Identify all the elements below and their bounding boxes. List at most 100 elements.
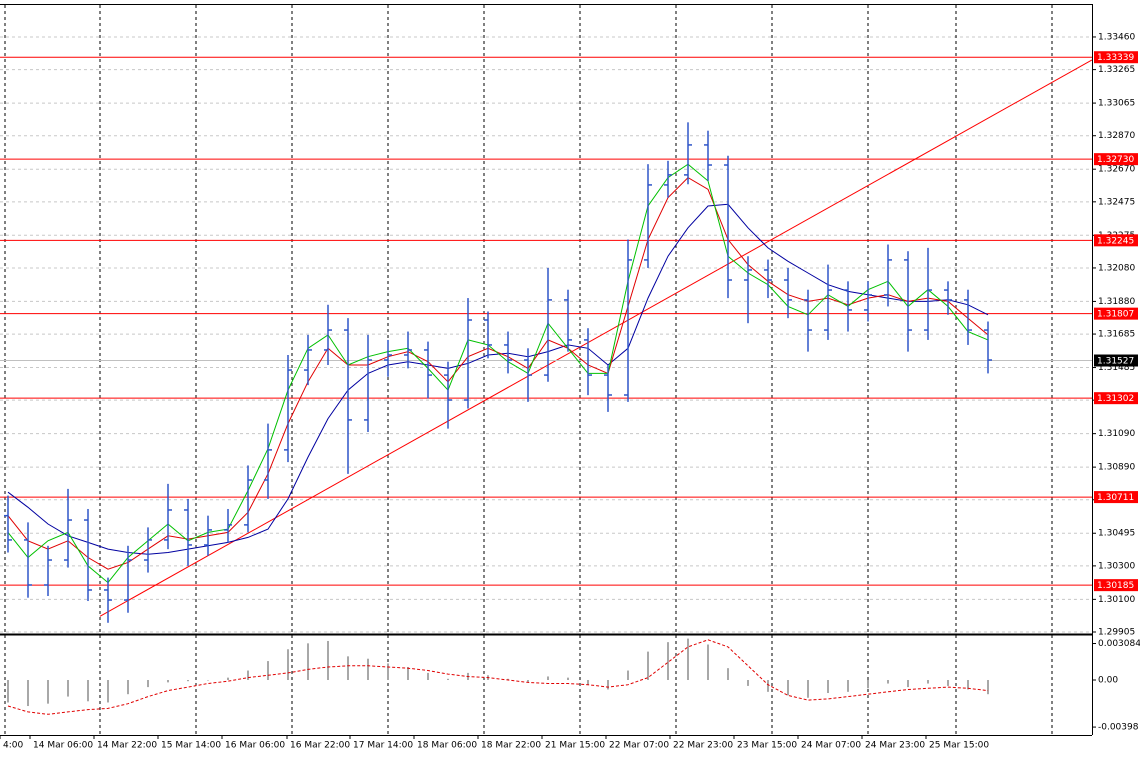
moving-average (7, 163, 989, 584)
level-price-label: 1.33339 (1097, 53, 1134, 63)
y-tick-label: 1.32080 (1098, 263, 1135, 273)
x-tick-label: 21 Mar 15:00 (545, 741, 605, 751)
histogram-bar (507, 678, 509, 680)
histogram-bar (847, 680, 849, 692)
level-price-label: 1.32730 (1097, 155, 1134, 165)
histogram-bar (187, 680, 189, 682)
moving-average (7, 203, 989, 555)
histogram-bar (267, 661, 269, 680)
histogram-bar (447, 678, 449, 680)
histogram-bar (147, 680, 149, 688)
x-tick-label: 14 Mar 22:00 (97, 741, 157, 751)
level-price-label: 1.31807 (1097, 310, 1134, 320)
x-tick-label: 22 Mar 07:00 (609, 741, 669, 751)
y-tick-label: 0.00 (1098, 676, 1118, 686)
histogram-bar (927, 680, 929, 684)
x-tick-label: 16 Mar 22:00 (290, 741, 350, 751)
level-price-label: 1.30185 (1097, 581, 1134, 591)
histogram-bar (227, 677, 229, 680)
y-tick-label: 1.30495 (1098, 529, 1135, 539)
histogram-bar (107, 680, 109, 703)
histogram-bar (367, 658, 369, 680)
histogram-bar (287, 649, 289, 680)
y-tick-label: 1.31090 (1098, 429, 1135, 439)
histogram-bar (527, 680, 529, 683)
histogram-bar (767, 680, 769, 692)
histogram-bar (987, 680, 989, 695)
x-tick-label: 15 Mar 14:00 (161, 741, 221, 751)
trendline (99, 59, 1093, 617)
x-tick-label: 24 Mar 07:00 (801, 741, 861, 751)
histogram-bar (127, 680, 129, 695)
x-tick-label: 17 Mar 14:00 (353, 741, 413, 751)
chart-layer: 1.33460 1.33265 1.33065 1.32870 1.32670 1.324… (0, 5, 1140, 751)
x-tick-label: 22 Mar 23:00 (673, 741, 733, 751)
histogram-bar (567, 677, 569, 680)
histogram-bar (887, 680, 889, 684)
histogram-bar (687, 638, 689, 680)
histogram-bar (7, 680, 9, 703)
level-price-box (1094, 234, 1138, 247)
y-tick-label: 1.33460 (1098, 32, 1135, 42)
x-tick-label: 24 Mar 23:00 (865, 741, 925, 751)
y-tick-label: 1.32475 (1098, 197, 1135, 207)
histogram-bar (427, 672, 429, 680)
level-price-label: 1.32245 (1097, 236, 1134, 246)
y-tick-label: 1.30300 (1098, 561, 1135, 571)
histogram-bar (627, 670, 629, 680)
histogram-bar (947, 680, 949, 686)
histogram-bar (407, 666, 409, 680)
histogram-bar (207, 680, 209, 681)
level-price-label: 1.31302 (1097, 394, 1134, 404)
y-tick-label: 1.31685 (1098, 330, 1135, 340)
signal-line (7, 639, 989, 715)
histogram-bar (87, 680, 89, 702)
x-tick-label: 18 Mar 06:00 (417, 741, 477, 751)
level-price-box (1094, 392, 1138, 405)
histogram-bar (327, 640, 329, 680)
level-price-label: 1.30711 (1097, 493, 1134, 503)
level-price-box (1094, 153, 1138, 166)
y-tick-label: 1.32670 (1098, 165, 1135, 175)
histogram-bar (647, 651, 649, 680)
histogram-bar (907, 680, 909, 688)
x-tick-label: 16 Mar 06:00 (225, 741, 285, 751)
histogram-bar (747, 680, 749, 686)
y-tick-label: 1.32870 (1098, 131, 1135, 141)
histogram-bar (727, 668, 729, 680)
histogram-bar (167, 680, 169, 683)
histogram-bar (547, 676, 549, 680)
x-tick-label: 18 Mar 22:00 (481, 741, 541, 751)
y-tick-label: 1.30100 (1098, 595, 1135, 605)
histogram-bar (827, 680, 829, 694)
y-tick-label: 1.33065 (1098, 99, 1135, 109)
histogram-bar (667, 642, 669, 680)
y-tick-label: 1.31880 (1098, 297, 1135, 307)
y-tick-label: 1.29905 (1098, 627, 1135, 637)
histogram-bar (47, 680, 49, 704)
x-tick-label: 23 Mar 15:00 (737, 741, 797, 751)
level-price-box (1094, 307, 1138, 320)
x-tick-label: 4:00 (3, 741, 23, 751)
x-tick-label: 25 Mar 15:00 (929, 741, 989, 751)
histogram-bar (607, 680, 609, 690)
x-tick-label: 14 Mar 06:00 (33, 741, 93, 751)
y-tick-label: 1.31485 (1098, 363, 1135, 373)
histogram-bar (807, 680, 809, 698)
histogram-bar (967, 680, 969, 690)
histogram-bar (67, 680, 69, 697)
histogram-bar (27, 680, 29, 707)
y-tick-label: 1.33265 (1098, 65, 1135, 75)
histogram-bar (587, 680, 589, 685)
histogram-bar (787, 680, 789, 696)
histogram-bar (347, 656, 349, 680)
histogram-bar (307, 643, 309, 680)
histogram-bar (247, 670, 249, 680)
last-price-label: 1.31527 (1097, 357, 1134, 367)
level-price-box (1094, 491, 1138, 504)
y-tick-label: 0.003084 (1098, 639, 1140, 649)
last-price-box (1094, 354, 1138, 367)
histogram-bar (867, 680, 869, 689)
